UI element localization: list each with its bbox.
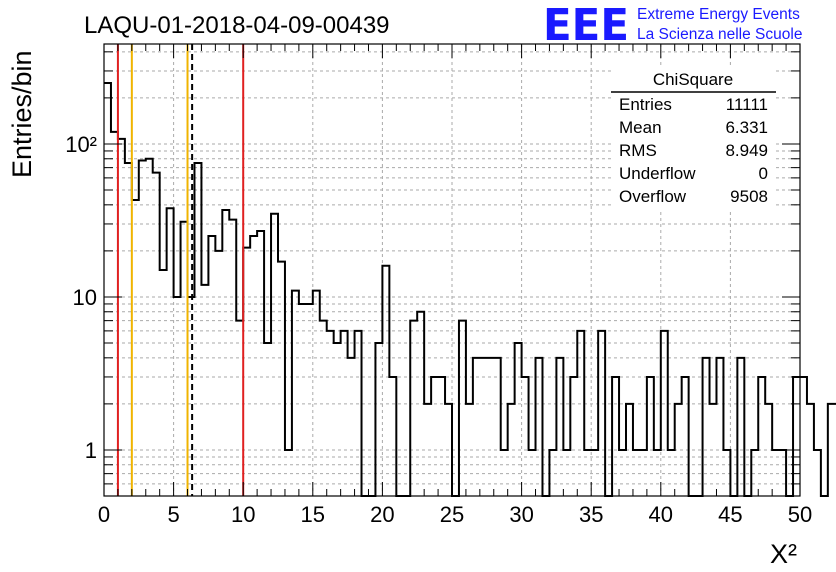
histogram-outline [104,82,836,497]
x-axis-title: Χ² [770,539,797,569]
logo-line-2: La Scienza nelle Scuole [637,26,802,43]
stats-overflow-value: 9508 [730,187,768,206]
stats-underflow-label: Underflow [619,164,696,183]
stats-title: ChiSquare [653,70,733,89]
stats-overflow-label: Overflow [619,187,687,206]
threshold-lines [116,44,245,496]
x-tick-label: 0 [98,502,110,527]
x-tick-label: 5 [167,502,179,527]
stats-underflow-value: 0 [759,164,768,183]
y-tick-label: 1 [85,438,97,463]
stats-box-background [611,67,776,210]
stats-entries-value: 11111 [726,95,768,114]
y-axis-title: Entries/bin [7,50,37,178]
x-tick-label: 35 [579,502,603,527]
x-tick-label: 10 [231,502,255,527]
x-tick-label: 15 [301,502,325,527]
stats-mean-value: 6.331 [725,118,768,137]
x-tick-label: 30 [509,502,533,527]
logo-text: EEE [543,0,629,51]
x-tick-label: 45 [718,502,742,527]
x-tick-label: 40 [649,502,673,527]
x-tick-label: 20 [370,502,394,527]
logo-line-1: Extreme Energy Events [637,6,800,23]
stats-box: ChiSquare Entries 11111 Mean 6.331 RMS 8… [611,67,776,210]
stats-rms-label: RMS [619,141,657,160]
axis-ticks: 0 5 10 15 20 25 30 35 40 45 50 1 10 10² [65,44,812,527]
eee-logo: EEE Extreme Energy Events La Scienza nel… [543,0,802,51]
y-tick-label: 10² [65,132,97,157]
x-tick-label: 25 [440,502,464,527]
run-title: LAQU-01-2018-04-09-00439 [84,12,390,39]
stats-entries-label: Entries [619,95,672,114]
stats-rms-value: 8.949 [725,141,768,160]
y-tick-label: 10 [73,285,97,310]
histogram-series [104,82,836,497]
stats-mean-label: Mean [619,118,662,137]
x-tick-label: 50 [788,502,812,527]
